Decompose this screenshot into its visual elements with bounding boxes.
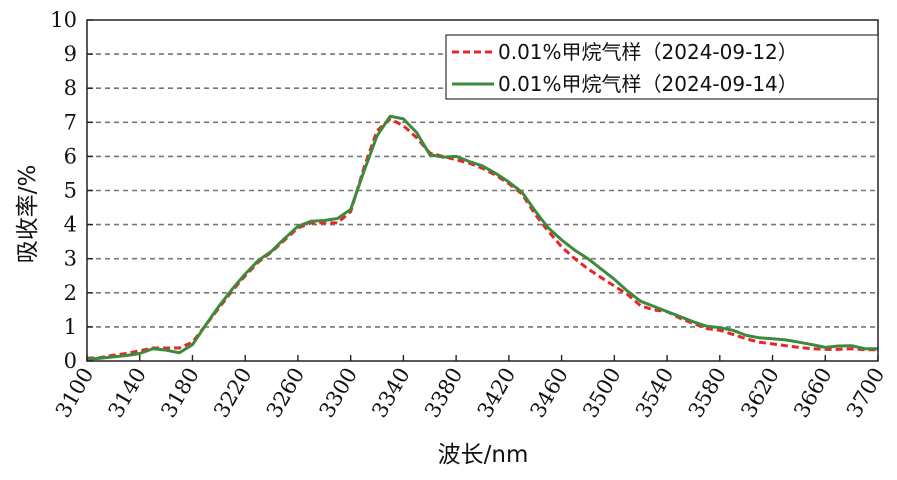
y-tick-label-1: 1 [64, 315, 77, 339]
x-tick-label-3300: 3300 [315, 364, 363, 422]
series-line-1 [86, 117, 878, 360]
y-tick-label-8: 8 [64, 76, 77, 100]
legend: 0.01%甲烷气样（2024-09-12） 0.01%甲烷气样（2024-09-… [445, 34, 879, 100]
x-tick-label-3460: 3460 [525, 364, 573, 422]
x-axis-ticks: 3100 3140 3180 3220 3260 3300 3340 3380 3420 3460… [51, 355, 890, 422]
x-tick-label-3260: 3260 [262, 364, 310, 422]
y-tick-label-6: 6 [64, 144, 77, 168]
x-tick-label-3180: 3180 [156, 364, 204, 422]
legend-box [445, 34, 879, 100]
legend-label-series-2: 0.01%甲烷气样（2024-09-14） [498, 72, 798, 96]
y-tick-label-10: 10 [50, 8, 77, 32]
x-tick-label-3140: 3140 [104, 364, 152, 422]
x-tick-label-3420: 3420 [473, 364, 521, 422]
x-tick-label-3620: 3620 [736, 364, 784, 422]
y-axis-ticks: 0 1 2 3 4 5 6 7 8 9 10 [50, 8, 93, 373]
y-tick-label-9: 9 [64, 42, 77, 66]
x-tick-label-3500: 3500 [578, 364, 626, 422]
x-axis-title: 波长/nm [438, 442, 529, 468]
y-tick-label-7: 7 [64, 110, 77, 134]
y-tick-label-5: 5 [64, 179, 77, 203]
y-tick-label-4: 4 [64, 213, 77, 237]
x-tick-label-3380: 3380 [420, 364, 468, 422]
x-tick-label-3100: 3100 [51, 364, 99, 422]
x-tick-label-3660: 3660 [789, 364, 837, 422]
x-tick-label-3220: 3220 [209, 364, 257, 422]
series-lines [86, 114, 878, 361]
y-axis-title: 吸收率/% [15, 165, 41, 264]
x-tick-label-3580: 3580 [684, 364, 732, 422]
y-tick-label-3: 3 [64, 247, 77, 271]
x-tick-label-3700: 3700 [842, 364, 890, 422]
x-tick-label-3340: 3340 [367, 364, 415, 422]
y-tick-label-0: 0 [64, 349, 77, 373]
y-tick-label-2: 2 [64, 281, 77, 305]
series-line-2 [86, 114, 878, 361]
legend-label-series-1: 0.01%甲烷气样（2024-09-12） [498, 40, 798, 64]
x-tick-label-3540: 3540 [631, 364, 679, 422]
